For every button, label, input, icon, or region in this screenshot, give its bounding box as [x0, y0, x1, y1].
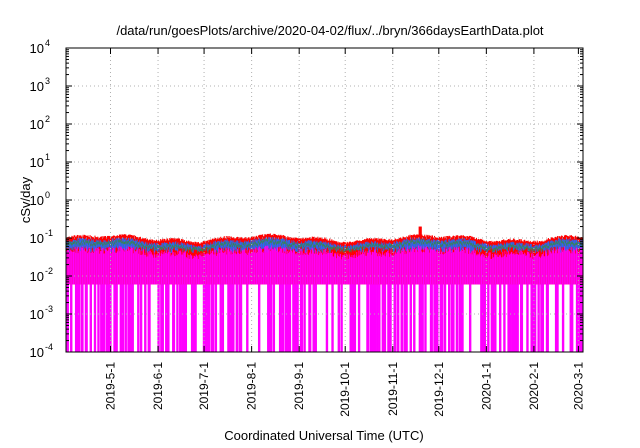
x-tick-label: 2019-5-1: [103, 362, 117, 410]
y-tick-exponent: -3: [45, 304, 53, 314]
y-axis-label: cSv/day: [18, 176, 33, 223]
y-tick-exponent: 3: [45, 76, 50, 86]
y-tick-exponent: 1: [45, 152, 50, 162]
y-tick-label: 10: [30, 41, 44, 56]
y-tick-label: 10: [30, 231, 44, 246]
x-axis-label: Coordinated Universal Time (UTC): [224, 428, 423, 443]
y-tick-label: 10: [30, 79, 44, 94]
y-tick-exponent: 0: [45, 190, 50, 200]
x-tick-label: 2019-9-1: [292, 362, 306, 410]
y-tick-label: 10: [30, 117, 44, 132]
y-tick-exponent: -4: [45, 342, 53, 352]
y-tick-label: 10: [30, 269, 44, 284]
x-tick-label: 2019-12-1: [432, 362, 446, 417]
y-tick-exponent: -1: [45, 228, 53, 238]
plot-fill-layer: [65, 226, 584, 352]
y-tick-label: 10: [30, 193, 44, 208]
y-tick-exponent: 4: [45, 38, 50, 48]
chart-title: /data/run/goesPlots/archive/2020-04-02/f…: [116, 23, 543, 38]
x-tick-label: 2019-11-1: [386, 362, 400, 416]
y-tick-label: 10: [30, 155, 44, 170]
x-tick-label: 2020-2-1: [527, 362, 541, 410]
x-tick-label: 2020-3-1: [571, 362, 585, 410]
x-tick-label: 2019-7-1: [197, 362, 211, 410]
x-tick-label: 2020-1-1: [479, 362, 493, 410]
y-tick-label: 10: [30, 307, 44, 322]
y-tick-exponent: 2: [45, 114, 50, 124]
x-tick-label: 2019-10-1: [338, 362, 352, 417]
x-tick-label: 2019-6-1: [151, 362, 165, 410]
y-tick-exponent: -2: [45, 266, 53, 276]
x-tick-label: 2019-8-1: [245, 362, 259, 410]
y-tick-label: 10: [30, 345, 44, 360]
